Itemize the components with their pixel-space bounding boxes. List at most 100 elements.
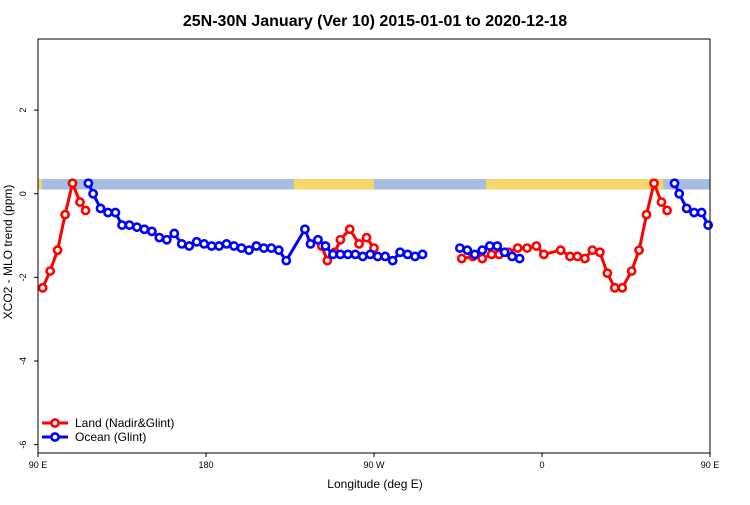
- ocean-data-point: [251, 241, 262, 251]
- land-band-segment: [293, 179, 374, 190]
- legend-label: Ocean (Glint): [75, 430, 146, 444]
- ocean-data-point: [380, 251, 391, 262]
- ocean-data-point: [689, 207, 700, 218]
- ocean-data-point: [273, 245, 284, 256]
- land-data-point: [634, 245, 644, 256]
- ocean-data-point: [110, 207, 121, 218]
- series-segment: [284, 227, 307, 263]
- series-segment: [637, 213, 649, 252]
- plot-frame: [37, 38, 711, 454]
- ocean-data-point: [462, 245, 473, 256]
- ocean-data-point: [328, 249, 338, 260]
- ocean-data-point: [281, 255, 292, 266]
- ocean-data-point: [176, 239, 187, 249]
- land-data-point: [617, 282, 628, 293]
- ocean-data-point: [492, 241, 503, 251]
- series-segment: [645, 181, 656, 217]
- ocean-data-point: [88, 188, 98, 199]
- chart-title: 25N-30N January (Ver 10) 2015-01-01 to 2…: [183, 13, 567, 30]
- ocean-data-point: [266, 243, 277, 253]
- y-tick-label: 0: [18, 191, 28, 196]
- ocean-data-point: [350, 249, 361, 260]
- ocean-data-point: [146, 226, 157, 237]
- series-segment: [56, 213, 67, 252]
- land-data-point: [656, 197, 667, 207]
- ocean-data-point: [206, 241, 217, 251]
- land-data-point: [477, 253, 488, 264]
- land-data-point: [555, 245, 566, 256]
- ocean-data-point: [417, 249, 428, 260]
- ocean-data-point: [161, 234, 172, 245]
- ocean-data-point: [184, 241, 195, 251]
- land-ocean-band: [38, 179, 710, 190]
- ocean-data-point: [395, 247, 406, 258]
- ocean-data-point: [410, 251, 420, 262]
- ocean-data-point: [477, 245, 488, 256]
- land-data-point: [641, 209, 652, 220]
- ocean-data-point: [103, 207, 113, 218]
- ocean-data-point: [696, 207, 707, 218]
- axis-ticks: 90 E 180 90 W 0 90 E 2 0 -2 -4 -6: [18, 108, 719, 470]
- land-band-segment: [38, 179, 42, 190]
- ocean-data-point: [681, 203, 692, 214]
- legend: Land (Nadir&Glint)Ocean (Glint): [42, 416, 174, 444]
- ocean-data-point: [484, 241, 495, 251]
- ocean-data-point: [300, 224, 310, 235]
- ocean-data-point: [703, 220, 714, 230]
- ocean-data-point: [221, 239, 232, 249]
- ocean-data-point: [365, 249, 376, 260]
- series-segment: [63, 181, 75, 217]
- ocean-data-point: [514, 253, 525, 264]
- ocean-data-point: [132, 222, 142, 233]
- ocean-data-point: [402, 249, 413, 260]
- ocean-data-point: [154, 232, 165, 243]
- ocean-data-point: [229, 241, 239, 251]
- y-tick-label: -6: [18, 441, 28, 449]
- ocean-data-point: [305, 239, 316, 249]
- ocean-data-point: [169, 228, 180, 239]
- ocean-data-point: [124, 220, 135, 230]
- land-data-point: [75, 197, 85, 207]
- land-data-point: [602, 268, 613, 279]
- y-tick-label: -2: [18, 273, 28, 281]
- x-tick-label: 90 E: [701, 460, 720, 470]
- x-tick-label: 90 E: [29, 460, 48, 470]
- ocean-data-point: [139, 224, 150, 235]
- land-band-segment: [486, 179, 664, 190]
- land-data-point: [67, 178, 78, 189]
- land-data-point: [354, 239, 364, 249]
- land-data-point: [609, 282, 620, 293]
- land-data-point: [486, 249, 497, 260]
- land-data-point: [52, 245, 63, 256]
- x-axis-label: Longitude (deg E): [327, 477, 422, 491]
- ocean-data-point: [507, 251, 518, 262]
- land-data-point: [538, 249, 549, 260]
- legend-marker: [50, 418, 60, 428]
- x-tick-label: 180: [198, 460, 213, 470]
- land-data-point: [322, 255, 333, 266]
- ocean-data-point: [244, 245, 254, 256]
- land-data-point: [344, 224, 355, 235]
- ocean-data-point: [214, 241, 224, 251]
- land-data-point: [531, 241, 542, 251]
- ocean-data-point: [499, 247, 510, 258]
- land-data-point: [456, 253, 467, 264]
- y-tick-label: -4: [18, 357, 28, 365]
- legend-marker: [50, 432, 60, 442]
- series-layer: [37, 178, 714, 293]
- ocean-data-point: [236, 243, 247, 253]
- ocean-data-point: [95, 203, 106, 214]
- x-tick-label: 90 W: [363, 460, 385, 470]
- ocean-data-point: [357, 251, 368, 262]
- land-data-point: [37, 282, 48, 293]
- land-data-point: [80, 205, 91, 216]
- ocean-data-point: [335, 249, 346, 260]
- ocean-data-point: [454, 243, 465, 253]
- ocean-data-point: [674, 188, 685, 199]
- x-tick-label: 0: [539, 460, 544, 470]
- ocean-data-point: [372, 251, 383, 262]
- ocean-data-point: [320, 241, 331, 251]
- land-data-point: [335, 234, 346, 245]
- legend-label: Land (Nadir&Glint): [75, 416, 174, 430]
